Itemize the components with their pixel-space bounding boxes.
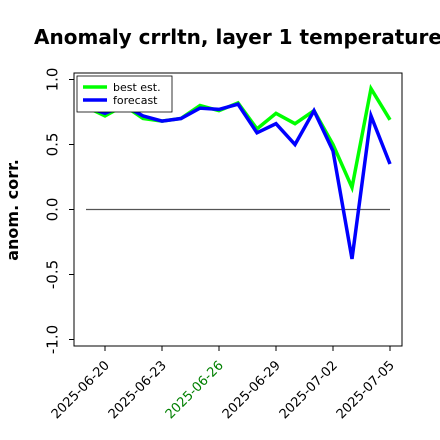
y-tick-label: -1.0 <box>43 325 61 354</box>
plot-area: -1.0-0.50.00.51.02025-06-202025-06-23202… <box>43 68 403 422</box>
chart-title: Anomaly crrltn, layer 1 temperature <box>34 25 440 49</box>
y-tick-label: 0.5 <box>43 133 61 157</box>
legend-label: forecast <box>113 94 158 107</box>
x-tick-label: 2025-06-20 <box>49 358 113 422</box>
x-tick-label: 2025-06-23 <box>106 358 170 422</box>
legend-box <box>76 75 173 113</box>
legend-label: best est. <box>113 81 161 94</box>
x-tick-label: 2025-06-26 <box>163 358 227 422</box>
y-tick-label: 0.0 <box>43 198 61 222</box>
y-tick-label: 1.0 <box>43 68 61 92</box>
y-axis-label: anom. corr. <box>3 159 22 261</box>
x-tick-label: 2025-06-29 <box>220 358 284 422</box>
y-tick-label: -0.5 <box>43 260 61 289</box>
x-tick-label: 2025-07-05 <box>334 358 398 422</box>
series-line-forecast <box>85 102 392 260</box>
x-tick-label: 2025-07-02 <box>277 358 341 422</box>
